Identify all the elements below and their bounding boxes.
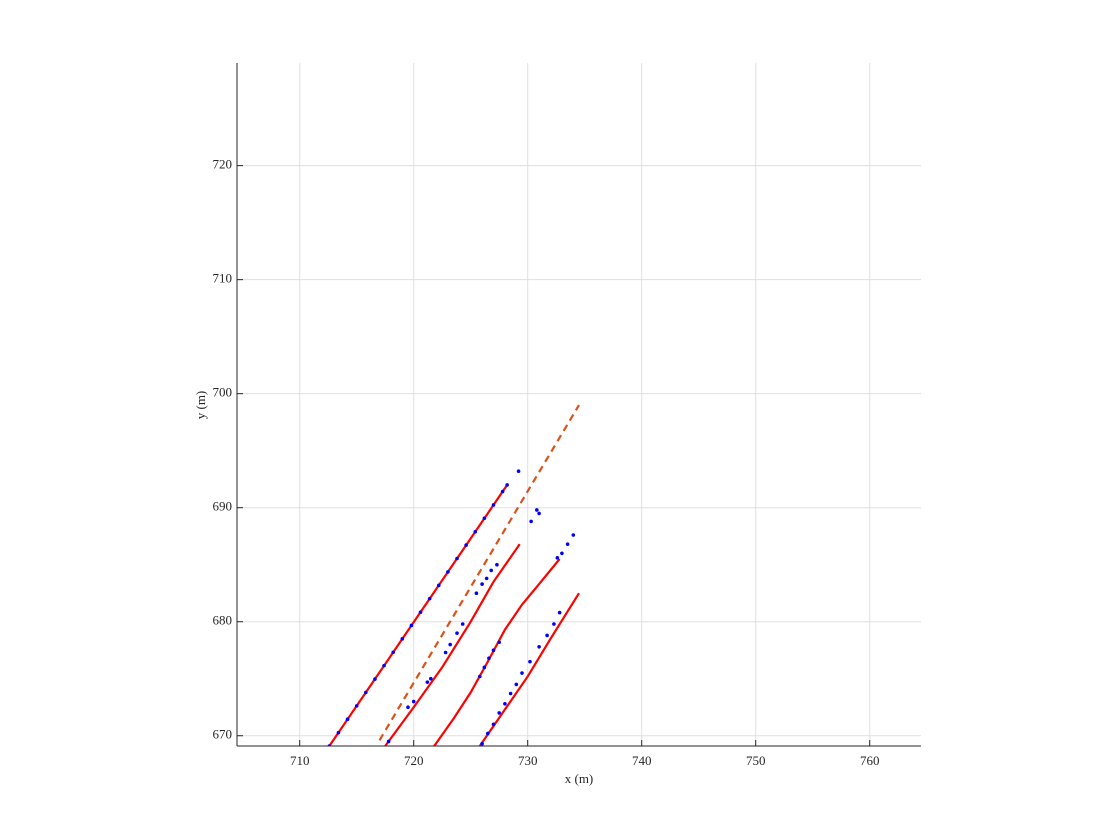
plot-area (327, 404, 580, 746)
data-point (436, 583, 441, 588)
data-point (448, 642, 452, 647)
data-point (411, 699, 416, 704)
y-axis-label: y (m) (193, 391, 208, 420)
data-point (560, 551, 564, 556)
grid (237, 63, 921, 746)
data-point (514, 682, 519, 687)
data-point (484, 576, 489, 581)
data-point (545, 633, 549, 638)
x-tick-label: 750 (746, 753, 766, 768)
data-point (345, 717, 350, 722)
data-point (528, 659, 532, 664)
x-axis-label: x (m) (565, 771, 594, 786)
data-point (555, 556, 560, 560)
data-point (535, 508, 539, 512)
data-point (386, 739, 391, 744)
data-point (464, 543, 468, 547)
y-tick-label: 670 (213, 727, 233, 742)
data-point (491, 722, 496, 727)
y-tick-label: 690 (213, 499, 233, 514)
data-point (557, 610, 562, 615)
x-tick-label: 760 (860, 753, 880, 768)
data-point (418, 610, 423, 614)
x-tick-label: 710 (290, 753, 310, 768)
x-tick-label: 740 (632, 753, 652, 768)
data-point (354, 704, 359, 708)
data-point (429, 676, 433, 681)
data-point (373, 677, 377, 681)
data-point (427, 596, 432, 601)
data-point (505, 483, 509, 487)
data-line (328, 484, 509, 746)
data-point (455, 556, 459, 561)
data-point (487, 656, 491, 661)
data-point (478, 674, 482, 679)
data-point (400, 637, 405, 641)
y-tick-label: 680 (213, 613, 233, 628)
x-tick-label: 720 (404, 753, 424, 768)
data-point (364, 690, 368, 695)
data-point (382, 663, 386, 668)
data-point (497, 711, 502, 715)
data-point (473, 529, 478, 534)
x-tick-label: 730 (518, 753, 538, 768)
data-point (537, 511, 541, 516)
data-point (552, 622, 556, 626)
data-point (446, 570, 450, 574)
data-line (433, 558, 561, 746)
data-point (409, 623, 414, 628)
data-point (425, 680, 430, 684)
data-point (491, 648, 496, 653)
data-point (495, 562, 499, 567)
data-line (384, 543, 521, 746)
y-tick-label: 720 (213, 157, 233, 172)
data-line (378, 404, 580, 741)
data-point (508, 691, 513, 696)
data-point (336, 730, 341, 735)
data-point (406, 705, 410, 710)
data-point (486, 731, 490, 736)
data-point (482, 516, 487, 521)
data-point (480, 741, 484, 746)
data-point (391, 650, 395, 655)
data-point (565, 542, 570, 546)
data-point (503, 702, 507, 706)
data-point (482, 665, 487, 670)
data-point (491, 503, 496, 507)
data-point (500, 489, 505, 494)
data-point (516, 469, 521, 474)
y-tick-label: 710 (213, 271, 233, 286)
data-point (529, 519, 533, 524)
data-point (460, 622, 465, 626)
data-point (474, 591, 479, 596)
data-point (480, 582, 484, 586)
data-point (571, 533, 576, 537)
data-point (497, 640, 502, 645)
y-tick-label: 700 (213, 385, 233, 400)
data-point (537, 644, 541, 649)
data-point (520, 671, 524, 675)
data-point (489, 568, 494, 573)
data-point (443, 650, 448, 655)
data-line (478, 592, 580, 746)
ticks: 710 720 730 740 750 760 670 680 690 700 710 720 (213, 157, 880, 768)
data-point (455, 631, 459, 635)
